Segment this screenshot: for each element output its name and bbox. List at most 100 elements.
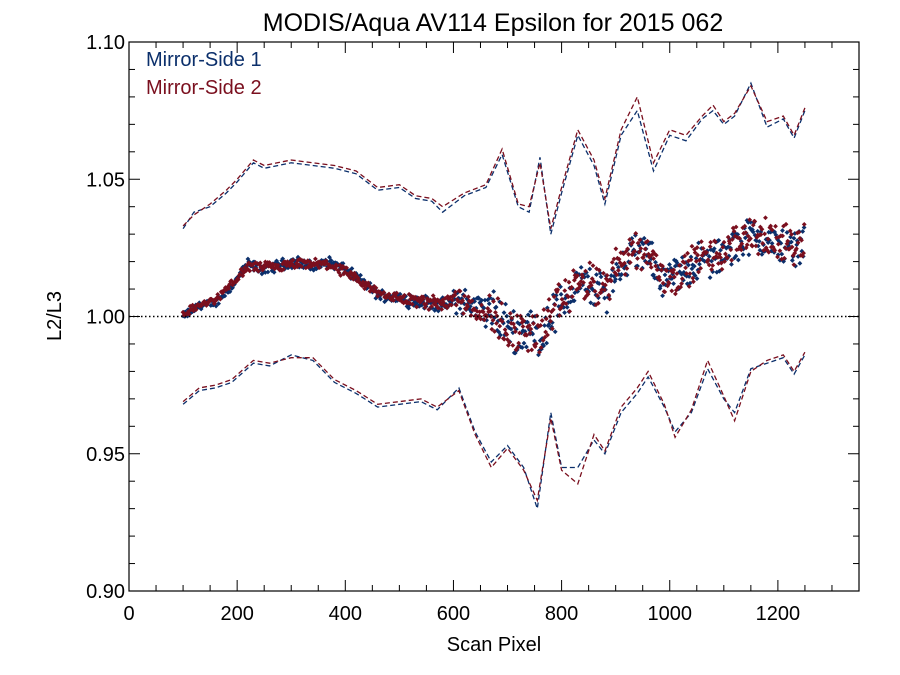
data-point (246, 260, 252, 266)
data-point (433, 299, 439, 305)
data-point (486, 301, 492, 307)
data-point (565, 294, 571, 300)
data-point (644, 260, 649, 266)
data-point (491, 299, 496, 304)
data-point (429, 304, 434, 309)
data-point (694, 245, 700, 250)
data-point (653, 259, 658, 265)
data-point (729, 261, 734, 267)
data-point (594, 272, 599, 277)
data-point (500, 320, 506, 326)
data-point (375, 293, 381, 299)
data-point (596, 267, 602, 273)
data-point (328, 257, 334, 263)
data-point (420, 294, 426, 300)
data-point (522, 328, 528, 334)
data-point (679, 281, 684, 286)
data-point (501, 336, 507, 342)
data-point (337, 262, 343, 268)
data-point (787, 246, 792, 252)
data-point (306, 262, 312, 268)
data-point (457, 306, 463, 312)
data-point (257, 260, 263, 266)
data-point (537, 349, 542, 355)
data-point (491, 289, 497, 294)
data-point (688, 257, 694, 263)
data-point (543, 316, 549, 322)
data-point (497, 299, 503, 305)
x-tick-label: 1200 (756, 603, 801, 625)
data-point (406, 305, 412, 311)
data-point (213, 298, 219, 303)
data-point (667, 262, 672, 267)
data-point (634, 265, 639, 271)
data-point (746, 252, 752, 258)
data-point (298, 257, 304, 263)
data-point (670, 269, 676, 275)
data-point (744, 242, 750, 248)
data-point (271, 269, 277, 275)
data-point (555, 287, 561, 293)
data-point (569, 284, 575, 290)
data-point (598, 274, 604, 280)
data-point (488, 314, 494, 319)
y-tick-label: 1.00 (86, 307, 125, 329)
data-point (391, 297, 396, 303)
data-point (510, 342, 516, 348)
data-point (733, 253, 739, 259)
data-point (685, 262, 691, 268)
data-point (588, 282, 594, 288)
data-point (454, 297, 460, 302)
data-point (712, 239, 718, 245)
data-point (679, 276, 685, 282)
data-point (571, 298, 577, 304)
data-point (503, 301, 509, 307)
data-point (733, 224, 739, 230)
data-point (280, 256, 286, 262)
data-point (410, 294, 416, 300)
data-point (700, 245, 706, 251)
data-point (714, 250, 720, 256)
data-point (444, 305, 450, 311)
data-point (617, 276, 623, 282)
data-point (704, 249, 710, 255)
data-point (602, 287, 607, 293)
data-point (449, 297, 455, 303)
data-point (753, 243, 759, 249)
data-point (716, 237, 722, 243)
data-point (613, 246, 619, 252)
data-point (520, 324, 526, 329)
data-point (715, 254, 721, 260)
data-point (770, 244, 776, 250)
data-point (614, 261, 619, 267)
data-point (549, 326, 555, 332)
data-point (768, 223, 774, 229)
data-point (627, 237, 633, 242)
data-point (601, 270, 606, 276)
data-point (312, 256, 318, 262)
data-point (515, 345, 521, 350)
data-point (452, 292, 458, 298)
data-point (729, 257, 735, 263)
data-point (285, 259, 290, 265)
data-point (440, 299, 446, 305)
data-point (462, 287, 468, 293)
data-point (742, 223, 748, 229)
data-point (608, 278, 614, 284)
data-point (648, 264, 654, 270)
data-point (610, 265, 616, 271)
data-point (530, 331, 536, 337)
data-point (581, 280, 586, 285)
data-point (611, 256, 617, 262)
data-point (401, 292, 407, 298)
data-point (590, 263, 596, 269)
data-point (250, 262, 256, 267)
data-point (423, 301, 429, 307)
data-point (777, 248, 783, 254)
data-point (662, 272, 668, 278)
data-point (801, 250, 806, 256)
axis-ticks (128, 41, 860, 592)
data-point (539, 318, 545, 323)
data-point (254, 266, 260, 272)
data-point (417, 296, 422, 302)
